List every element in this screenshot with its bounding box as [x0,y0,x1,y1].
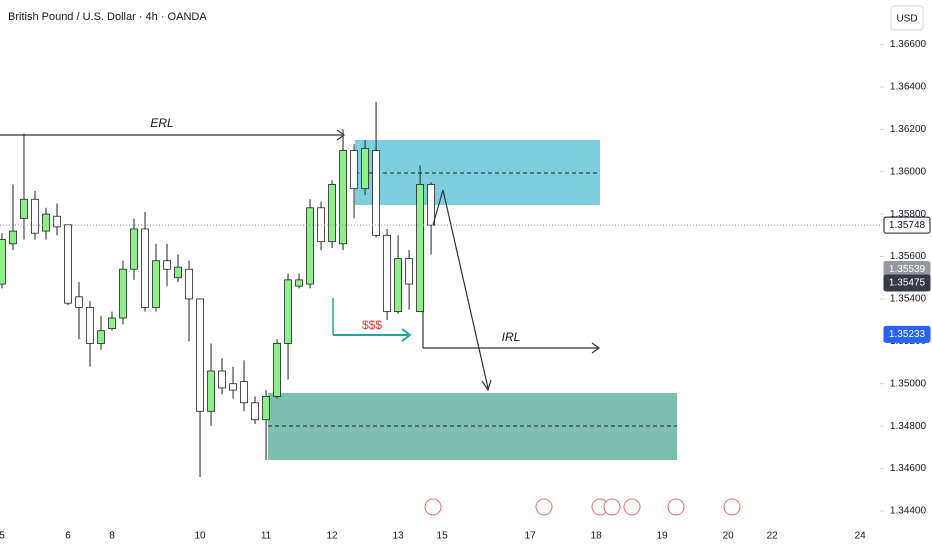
x-tick-label: 12 [327,531,339,542]
x-tick-label: 11 [261,531,272,542]
event-icon [424,498,442,516]
y-tick-label: 1.35800 [890,209,927,220]
candle-body [405,258,413,285]
y-tick-label: 1.36400 [890,82,927,93]
liquidity-label: $$$ [362,318,382,332]
candle-body [97,330,105,344]
x-tick-label: 19 [657,531,669,542]
x-tick-label: 22 [767,531,779,542]
candle-body [328,184,336,243]
currency-label[interactable]: USD [896,14,917,25]
candle-body [262,396,270,421]
candles [0,101,435,477]
candle-body [86,306,94,344]
y-tick-label: 1.36600 [890,39,927,50]
candle-body [20,198,28,219]
arrow-head [481,379,492,392]
price-label: 1.35539 [889,264,926,275]
candle-body [427,184,435,226]
price-label: 1.35475 [889,278,926,289]
candle-body [152,260,160,308]
x-tick-label: 6 [65,531,71,542]
y-tick-label: 1.36200 [890,124,927,135]
candle-body [108,317,116,329]
y-tick-label: 1.34600 [890,463,927,474]
arrow-head [401,328,412,342]
projection-line [432,189,489,389]
candle-body [42,213,50,232]
x-tick-label: 8 [109,531,115,542]
candle-body [394,258,402,313]
y-tick-label: 1.36000 [890,166,927,177]
event-icon [623,498,641,516]
arrow-head [591,342,601,354]
event-icon [603,498,621,516]
price-label: 1.35233 [889,329,926,340]
price-label-box [883,325,931,343]
event-icon [667,498,685,516]
candle-body [295,279,303,287]
x-tick-label: 24 [855,531,867,542]
price-label-box [883,274,931,292]
erl-label: ERL [150,116,173,130]
candle-body [185,268,193,300]
candle-body [53,215,61,228]
candle-body [196,298,204,412]
candle-body [9,230,17,245]
candle-body [130,228,138,270]
arrow-head [336,129,346,141]
candle-body [218,370,226,389]
axes: 1.344001.346001.348001.350001.352001.354… [0,39,931,542]
candle-body [174,266,182,279]
x-tick-label: 18 [591,531,603,542]
y-tick-label: 1.35000 [890,378,927,389]
candle-body [229,383,237,391]
candle-body [119,268,127,319]
candle-body [0,239,6,285]
candle-body [251,402,259,421]
candle-body [240,381,248,404]
chart-title: British Pound / U.S. Dollar · 4h · OANDA [8,11,207,23]
candle-body [383,234,391,313]
candle-body [273,343,281,397]
y-tick-label: 1.34800 [890,421,927,432]
candle-body [141,228,149,308]
y-tick-label: 1.35400 [890,294,927,305]
x-tick-label: 15 [437,531,449,542]
candle-body [284,279,292,344]
x-tick-label: 5 [0,531,5,542]
y-tick-label: 1.34400 [890,506,927,517]
irl-label: IRL [502,330,521,344]
candle-body [31,198,39,234]
currency-button[interactable] [890,5,924,31]
y-tick-label: 1.35600 [890,251,927,262]
event-icon [723,498,741,516]
x-tick-label: 10 [194,531,206,542]
event-icon [535,498,553,516]
x-tick-label: 17 [525,531,537,542]
candle-body [306,207,314,285]
candle-body [361,147,369,190]
candle-body [207,370,215,412]
candle-body [372,150,380,236]
price-label: 1.35748 [889,220,926,231]
price-label-box [883,216,931,234]
candle-body [75,296,83,308]
candle-body [350,150,358,190]
candle-body [416,184,424,313]
event-icons [424,498,741,516]
candle-body [64,224,72,304]
x-tick-label: 20 [723,531,735,542]
candle-body [163,260,171,270]
x-tick-label: 13 [393,531,405,542]
candle-body [339,150,347,245]
